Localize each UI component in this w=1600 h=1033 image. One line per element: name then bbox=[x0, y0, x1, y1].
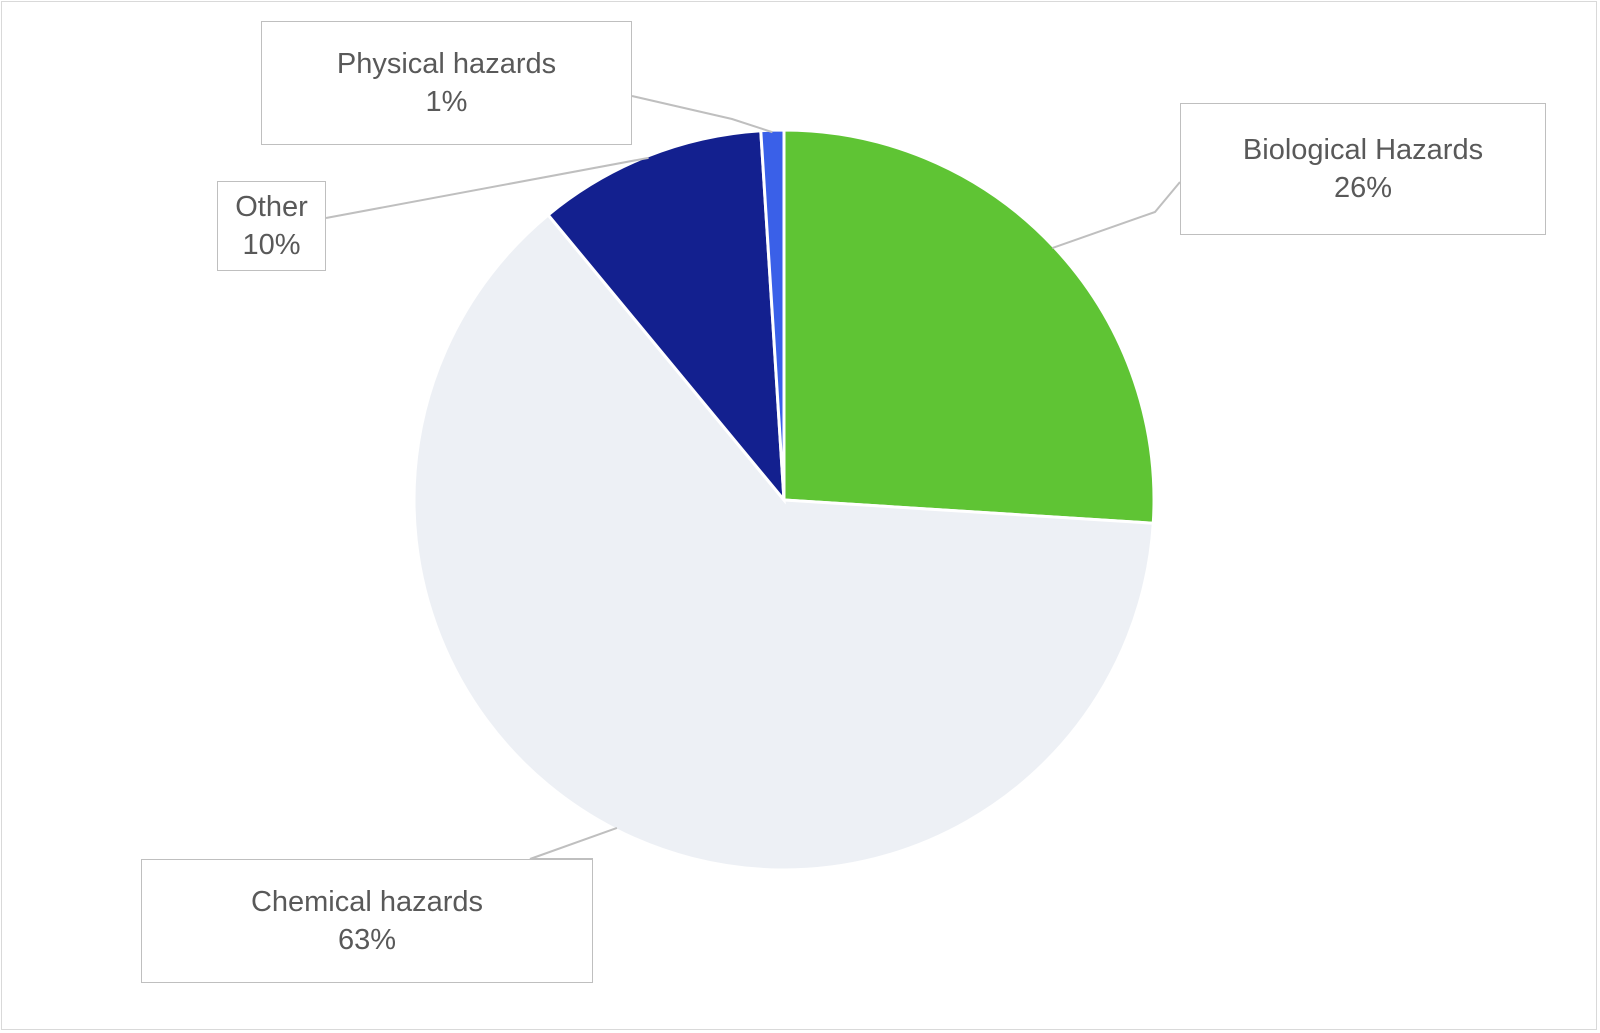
pie-slice-chemical-hazards bbox=[412, 212, 1155, 872]
callout-label: Chemical hazards bbox=[250, 886, 484, 918]
callout-label: Physical hazards bbox=[336, 48, 557, 80]
callout-physical-hazards: Physical hazards 1% bbox=[261, 21, 632, 145]
callout-label: Biological Hazards bbox=[1242, 134, 1484, 166]
leader-line-chemical-hazards bbox=[529, 826, 618, 860]
callout-chemical-hazards: Chemical hazards 63% bbox=[141, 859, 593, 983]
pie-slice-biological-hazards bbox=[782, 128, 1156, 525]
callout-value: 63% bbox=[337, 924, 397, 956]
callout-value: 26% bbox=[1333, 172, 1393, 204]
callout-label: Other bbox=[235, 191, 308, 223]
callout-value: 1% bbox=[425, 86, 468, 118]
leader-line-biological-hazards bbox=[1051, 181, 1181, 250]
pie-slice-physical-hazards bbox=[759, 128, 786, 501]
pie-slice-other bbox=[546, 129, 786, 505]
leader-line-other bbox=[325, 156, 649, 219]
leader-line-physical-hazards bbox=[631, 95, 773, 134]
callout-other: Other 10% bbox=[217, 181, 326, 271]
callout-value: 10% bbox=[242, 229, 301, 261]
callout-biological-hazards: Biological Hazards 26% bbox=[1180, 103, 1546, 235]
